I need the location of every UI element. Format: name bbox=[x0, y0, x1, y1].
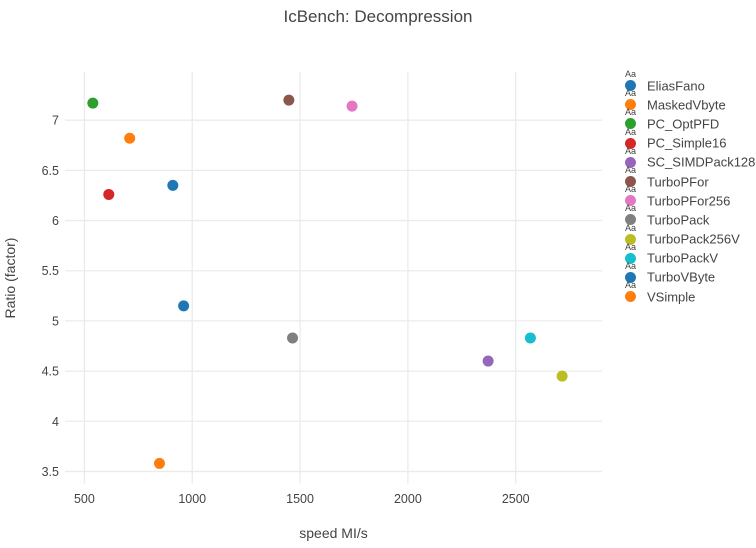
x-tick-label: 1000 bbox=[178, 492, 206, 506]
legend-item-TurboPack[interactable]: Aa TurboPack bbox=[622, 204, 756, 229]
legend-item-label: TurboPack bbox=[647, 212, 710, 228]
data-point-TurboPFor256 bbox=[346, 100, 358, 112]
legend-item-SC_SIMDPack128[interactable]: Aa SC_SIMDPack128 bbox=[622, 146, 756, 172]
legend-marker-TurboPackV bbox=[625, 252, 636, 264]
legend-item-label: TurboPackV bbox=[647, 250, 719, 266]
legend-item-label: MaskedVbyte bbox=[647, 97, 726, 113]
data-point-TurboPack bbox=[287, 332, 299, 344]
data-point-TurboPack256V bbox=[556, 370, 568, 382]
legend-item-TurboVByte[interactable]: Aa TurboVByte bbox=[622, 261, 756, 287]
legend-sample-text: Aa bbox=[625, 260, 637, 271]
legend-item-TurboPFor256[interactable]: Aa TurboPFor256 bbox=[622, 185, 756, 210]
y-tick-label: 4.5 bbox=[42, 365, 59, 379]
legend-sample-text: Aa bbox=[625, 145, 637, 156]
data-point-SC_SIMDPack128 bbox=[482, 355, 494, 367]
data-point-MaskedVbyte bbox=[153, 457, 165, 469]
x-tick-label: 2500 bbox=[502, 492, 530, 506]
data-point-VSimple bbox=[124, 132, 136, 144]
legend-item-VSimple[interactable]: Aa VSimple bbox=[622, 281, 756, 306]
legend-marker-SC_SIMDPack128 bbox=[625, 156, 636, 168]
data-point-PC_OptPFD bbox=[87, 97, 99, 109]
legend-marker-TurboPack256V bbox=[625, 233, 636, 245]
legend-marker-TurboPack bbox=[625, 214, 636, 226]
y-tick-label: 5 bbox=[52, 314, 59, 328]
legend-item-label: PC_OptPFD bbox=[647, 116, 720, 132]
data-point-PC_Simple16 bbox=[103, 188, 115, 200]
legend-sample-text: Aa bbox=[625, 222, 637, 233]
y-tick-label: 6 bbox=[52, 214, 59, 228]
legend-marker-TurboPFor bbox=[625, 176, 636, 188]
legend-item-MaskedVbyte[interactable]: Aa MaskedVbyte bbox=[622, 89, 756, 114]
x-tick-label: 2000 bbox=[394, 492, 422, 506]
y-tick-label: 4 bbox=[52, 415, 59, 429]
y-tick-label: 6.5 bbox=[42, 164, 59, 178]
chart-title: IcBench: Decompression bbox=[283, 7, 473, 26]
legend-marker-VSimple bbox=[625, 291, 636, 303]
y-axis-title: Ratio (factor) bbox=[2, 237, 18, 319]
y-tick-label: 3.5 bbox=[42, 465, 59, 479]
y-tick-label: 7 bbox=[52, 114, 59, 128]
plot-area[interactable]: 500 1000 1500 2000 2500 3.5 4 4.5 5 5.5 6 6.5 7 bbox=[0, 0, 620, 548]
legend-marker-MaskedVbyte bbox=[625, 99, 636, 111]
legend-sample-text: Aa bbox=[625, 126, 637, 137]
x-tick-label: 1500 bbox=[286, 492, 314, 506]
legend-item-label: TurboVByte bbox=[647, 269, 716, 285]
legend-sample-text: Aa bbox=[625, 69, 637, 79]
legend-item-label: EliasFano bbox=[647, 78, 705, 94]
data-point-TurboVByte bbox=[178, 300, 190, 312]
legend-item-TurboPackV[interactable]: Aa TurboPackV bbox=[622, 242, 756, 268]
x-tick-label: 500 bbox=[74, 492, 95, 506]
legend-item-label: TurboPack256V bbox=[647, 231, 740, 247]
data-point-EliasFano bbox=[167, 179, 179, 191]
legend-sample-text: Aa bbox=[625, 241, 637, 252]
data-point-TurboPackV bbox=[524, 332, 536, 344]
legend-item-label: PC_Simple16 bbox=[647, 135, 727, 151]
legend-item-label: TurboPFor256 bbox=[647, 193, 731, 209]
legend-sample-text: Aa bbox=[625, 88, 637, 99]
legend-sample-text: Aa bbox=[625, 164, 637, 175]
legend-item-EliasFano[interactable]: Aa EliasFano bbox=[622, 70, 756, 95]
legend-item-label: SC_SIMDPack128 bbox=[647, 154, 756, 170]
legend-marker-PC_Simple16 bbox=[625, 137, 636, 149]
legend-sample-text: Aa bbox=[625, 203, 637, 214]
legend: Aa EliasFano Aa MaskedVbyte Aa PC_OptPFD Aa PC_… bbox=[622, 70, 756, 306]
legend-item-TurboPack256V[interactable]: Aa TurboPack256V bbox=[622, 223, 756, 249]
legend-item-label: VSimple bbox=[647, 289, 696, 305]
legend-sample-text: Aa bbox=[625, 280, 637, 291]
legend-marker-TurboVByte bbox=[625, 271, 636, 283]
legend-sample-text: Aa bbox=[625, 107, 637, 118]
x-axis-title: speed MI/s bbox=[299, 525, 368, 541]
legend-item-PC_OptPFD[interactable]: Aa PC_OptPFD bbox=[622, 108, 756, 133]
legend-marker-EliasFano bbox=[625, 80, 636, 92]
legend-marker-TurboPFor256 bbox=[625, 195, 636, 207]
legend-item-label: TurboPFor bbox=[647, 174, 709, 190]
legend-sample-text: Aa bbox=[625, 184, 637, 195]
legend-item-TurboPFor[interactable]: Aa TurboPFor bbox=[622, 165, 756, 191]
legend-marker-PC_OptPFD bbox=[625, 118, 636, 130]
data-point-TurboPFor bbox=[283, 94, 295, 106]
y-tick-label: 5.5 bbox=[42, 264, 59, 278]
legend-item-PC_Simple16[interactable]: Aa PC_Simple16 bbox=[622, 127, 756, 153]
